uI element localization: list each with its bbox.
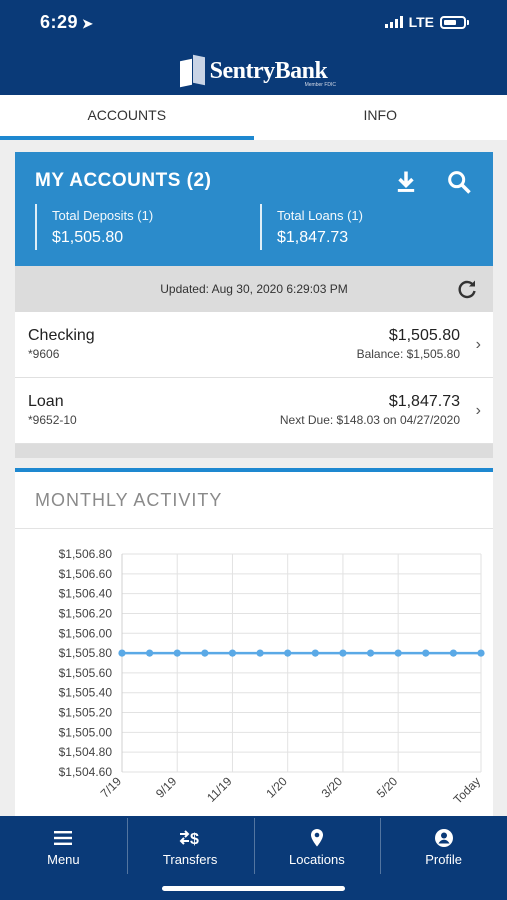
updated-timestamp: Updated: Aug 30, 2020 6:29:03 PM xyxy=(160,282,348,296)
chevron-right-icon: › xyxy=(475,402,481,419)
total-loans-value: $1,847.73 xyxy=(277,229,349,246)
x-tick-label: 9/19 xyxy=(153,774,180,801)
y-tick-label: $1,506.20 xyxy=(59,606,113,620)
account-name: Loan xyxy=(28,393,64,410)
account-amount: $1,847.73 xyxy=(388,393,460,410)
nav-transfers[interactable]: $ Transfers xyxy=(126,816,254,900)
x-tick-label: 11/19 xyxy=(204,774,235,805)
app-header: 6:29 ➤ LTE SentryBank Member FDIC xyxy=(0,0,507,95)
accounts-card: MY ACCOUNTS (2) Total Deposits (1) $1,50… xyxy=(15,152,493,458)
data-point xyxy=(366,649,375,657)
refresh-icon[interactable] xyxy=(455,277,479,301)
battery-tip xyxy=(467,19,469,25)
tab-bar: ACCOUNTS INFO xyxy=(0,95,507,140)
totals: Total Deposits (1) $1,505.80 Total Loans… xyxy=(35,204,485,250)
total-loans-label: Total Loans (1) xyxy=(277,208,363,223)
account-detail: Balance: $1,505.80 xyxy=(356,347,460,361)
chevron-right-icon: › xyxy=(475,336,481,353)
data-point xyxy=(256,649,264,657)
data-point xyxy=(422,649,430,657)
brand-tagline: Member FDIC xyxy=(304,82,336,88)
total-deposits[interactable]: Total Deposits (1) $1,505.80 xyxy=(35,204,260,250)
data-point xyxy=(394,649,402,657)
nav-transfers-label: Transfers xyxy=(162,852,218,867)
y-tick-label: $1,505.20 xyxy=(59,706,113,720)
divider xyxy=(15,528,493,529)
network-label: LTE xyxy=(408,14,434,30)
data-point xyxy=(201,649,209,657)
x-tick-label: Today xyxy=(451,774,484,807)
x-tick-label: 1/20 xyxy=(263,774,290,801)
card-footer xyxy=(15,444,493,458)
y-tick-label: $1,505.60 xyxy=(59,666,113,680)
transfer-icon: $ xyxy=(179,830,199,848)
battery-icon xyxy=(440,15,466,29)
nav-profile-label: Profile xyxy=(425,852,463,867)
data-point xyxy=(311,649,319,657)
activity-chart: $1,506.80 $1,506.60 $1,506.40 $1,506.20 $1,5… xyxy=(59,547,485,807)
data-point xyxy=(449,649,457,657)
home-indicator xyxy=(162,886,345,891)
profile-icon xyxy=(434,829,453,847)
status-indicators: LTE xyxy=(384,14,469,30)
brand-name: SentryBank xyxy=(209,57,328,84)
data-point xyxy=(146,649,154,657)
account-amount: $1,505.80 xyxy=(388,327,460,344)
download-icon[interactable] xyxy=(392,168,420,196)
total-loans[interactable]: Total Loans (1) $1,847.73 xyxy=(260,204,485,250)
x-tick-label: 3/20 xyxy=(319,774,346,801)
bottom-nav: Menu $ Transfers Locations Profile xyxy=(0,816,507,900)
data-point xyxy=(228,649,237,657)
tab-info[interactable]: INFO xyxy=(363,107,397,123)
data-point xyxy=(284,649,292,657)
y-tick-label: $1,505.80 xyxy=(59,646,113,660)
tab-accounts[interactable]: ACCOUNTS xyxy=(0,95,254,140)
y-tick-label: $1,504.60 xyxy=(59,765,113,779)
signal-icon xyxy=(384,16,403,28)
account-row-loan[interactable]: Loan *9652-10 $1,847.73 Next Due: $148.0… xyxy=(15,378,493,444)
account-number: *9606 xyxy=(28,347,60,361)
activity-title: MONTHLY ACTIVITY xyxy=(35,490,223,510)
account-number: *9652-10 xyxy=(28,413,77,427)
location-arrow-icon: ➤ xyxy=(82,16,94,31)
accounts-title: MY ACCOUNTS (2) xyxy=(35,170,212,191)
y-tick-label: $1,505.00 xyxy=(59,725,113,739)
y-tick-label: $1,505.40 xyxy=(59,686,113,700)
accounts-summary: MY ACCOUNTS (2) Total Deposits (1) $1,50… xyxy=(15,152,493,266)
logo-mark-icon xyxy=(179,54,206,88)
monthly-activity-card: MONTHLY ACTIVITY $1,506.80 $1,506.60 $1,50… xyxy=(15,468,493,828)
updated-bar: Updated: Aug 30, 2020 6:29:03 PM xyxy=(15,266,493,312)
account-name: Checking xyxy=(28,327,95,344)
brand-logo: SentryBank Member FDIC xyxy=(0,54,507,88)
nav-menu[interactable]: Menu xyxy=(0,816,127,900)
nav-locations[interactable]: Locations xyxy=(253,816,381,900)
nav-locations-label: Locations xyxy=(289,852,345,867)
data-point xyxy=(118,649,126,657)
y-tick-label: $1,506.80 xyxy=(59,547,113,561)
location-icon xyxy=(310,829,323,847)
y-tick-label: $1,506.00 xyxy=(59,626,113,640)
total-deposits-label: Total Deposits (1) xyxy=(52,208,154,223)
status-time: 6:29 ➤ xyxy=(40,12,94,32)
status-bar: 6:29 ➤ LTE xyxy=(0,0,507,45)
nav-menu-label: Menu xyxy=(47,852,80,867)
y-tick-label: $1,504.80 xyxy=(59,745,113,759)
total-deposits-value: $1,505.80 xyxy=(52,229,124,246)
data-point xyxy=(173,649,181,657)
account-detail: Next Due: $148.03 on 04/27/2020 xyxy=(279,413,460,427)
search-icon[interactable] xyxy=(445,168,473,196)
x-tick-label: 5/20 xyxy=(374,774,401,801)
y-tick-label: $1,506.40 xyxy=(59,587,113,601)
data-point xyxy=(477,649,485,657)
nav-profile[interactable]: Profile xyxy=(380,816,507,900)
data-point xyxy=(339,649,347,657)
y-tick-label: $1,506.60 xyxy=(59,567,113,581)
menu-icon xyxy=(54,831,73,845)
svg-text:$: $ xyxy=(190,831,199,848)
account-row-checking[interactable]: Checking *9606 $1,505.80 Balance: $1,505… xyxy=(15,312,493,378)
